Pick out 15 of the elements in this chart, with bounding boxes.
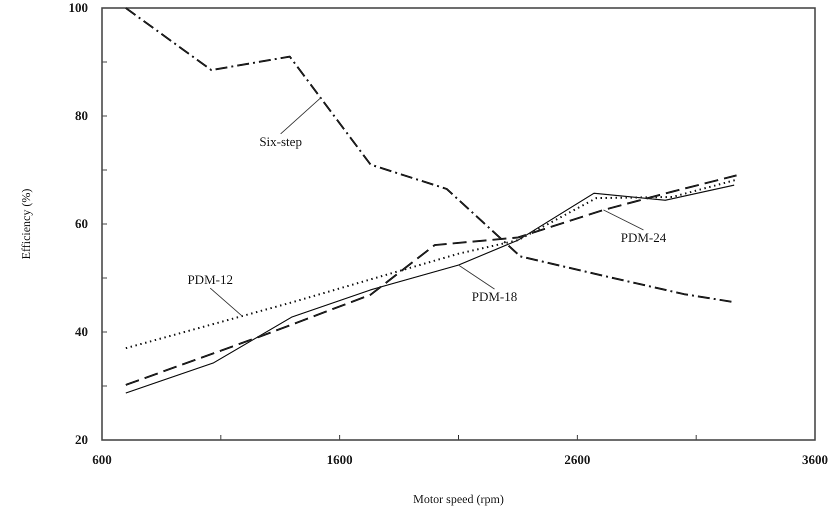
y-tick-label: 40 (75, 324, 88, 339)
text: PDM-18 (472, 289, 518, 304)
x-tick-label: 1600 (326, 452, 353, 467)
x-axis-title: Motor speed (rpm) (413, 492, 504, 506)
y-tick-label: 60 (75, 216, 88, 231)
series-label: PDM-24 (620, 230, 667, 245)
y-tick-label: 20 (75, 432, 88, 447)
x-tick-label: 3600 (802, 452, 828, 467)
y-tick-label: 100 (68, 0, 88, 15)
y-axis-title: Efficiency (%) (19, 188, 33, 260)
x-tick-label: 600 (92, 452, 112, 467)
text: Six-step (259, 134, 302, 149)
y-tick-label: 80 (75, 108, 88, 123)
text: PDM-12 (187, 272, 233, 288)
x-tick-label: 2600 (564, 452, 590, 467)
